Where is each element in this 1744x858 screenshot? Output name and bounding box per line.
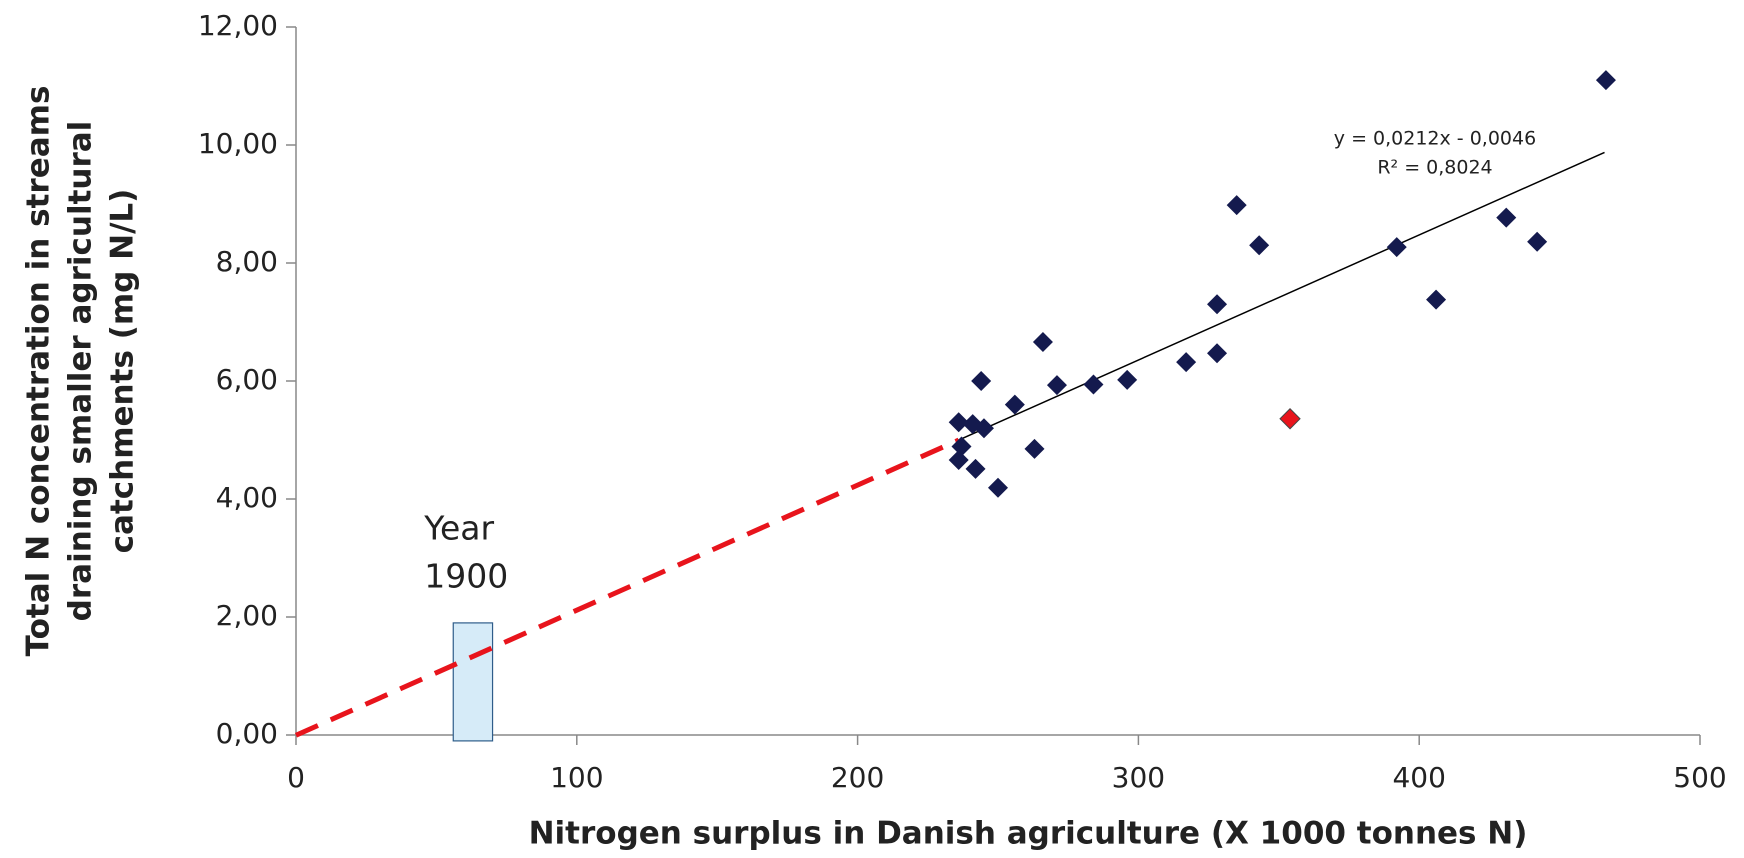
x-tick-label: 300 [1112,761,1165,794]
y-tick-label: 12,00 [198,9,278,42]
data-point [1024,438,1045,459]
trend-equation: R² = 0,8024 [1377,157,1492,179]
data-point [965,458,986,479]
data-point [1496,207,1517,228]
y-tick-label: 10,00 [198,127,278,160]
trend-equation: y = 0,0212x - 0,0046 [1334,128,1536,150]
x-tick-label: 500 [1673,761,1726,794]
data-point [1249,235,1270,256]
x-axis-title: Nitrogen surplus in Danish agriculture (… [529,816,1528,852]
data-point [1426,289,1447,310]
y-axis-title: draining smaller agricultural [63,121,99,622]
data-point [1279,408,1301,430]
x-tick-label: 100 [550,761,603,794]
data-point [962,414,983,435]
data-point [951,436,972,457]
data-point [1595,70,1616,91]
x-tick-label: 0 [287,761,305,794]
y-tick-label: 0,00 [216,717,278,750]
data-point [1207,294,1228,315]
y-tick-label: 4,00 [216,481,278,514]
trend-line [958,151,1605,441]
data-point [1083,374,1104,395]
data-point [1004,394,1025,415]
data-point [1032,332,1053,353]
x-tick-label: 400 [1392,761,1445,794]
annotation: 1900 [424,557,508,596]
x-tick-label: 200 [831,761,884,794]
y-tick-label: 2,00 [216,599,278,632]
extrapolation-line [294,437,960,738]
data-point [988,477,1008,498]
y-axis-title: Total N concentration in streams [21,86,57,657]
data-point [1386,237,1407,258]
data-point [1207,343,1228,364]
y-tick-label: 6,00 [216,363,278,396]
y-tick-label: 8,00 [216,245,278,278]
data-point [1117,369,1138,390]
annotation: Year [423,509,494,548]
data-point [948,412,969,433]
highlight-box [452,622,494,742]
y-axis-title: catchments (mg N/L) [105,189,141,554]
data-point [948,450,969,471]
data-point [1176,352,1197,373]
data-point [971,371,992,391]
data-point [1226,195,1247,216]
data-point [1046,375,1067,396]
data-point [1527,231,1548,252]
